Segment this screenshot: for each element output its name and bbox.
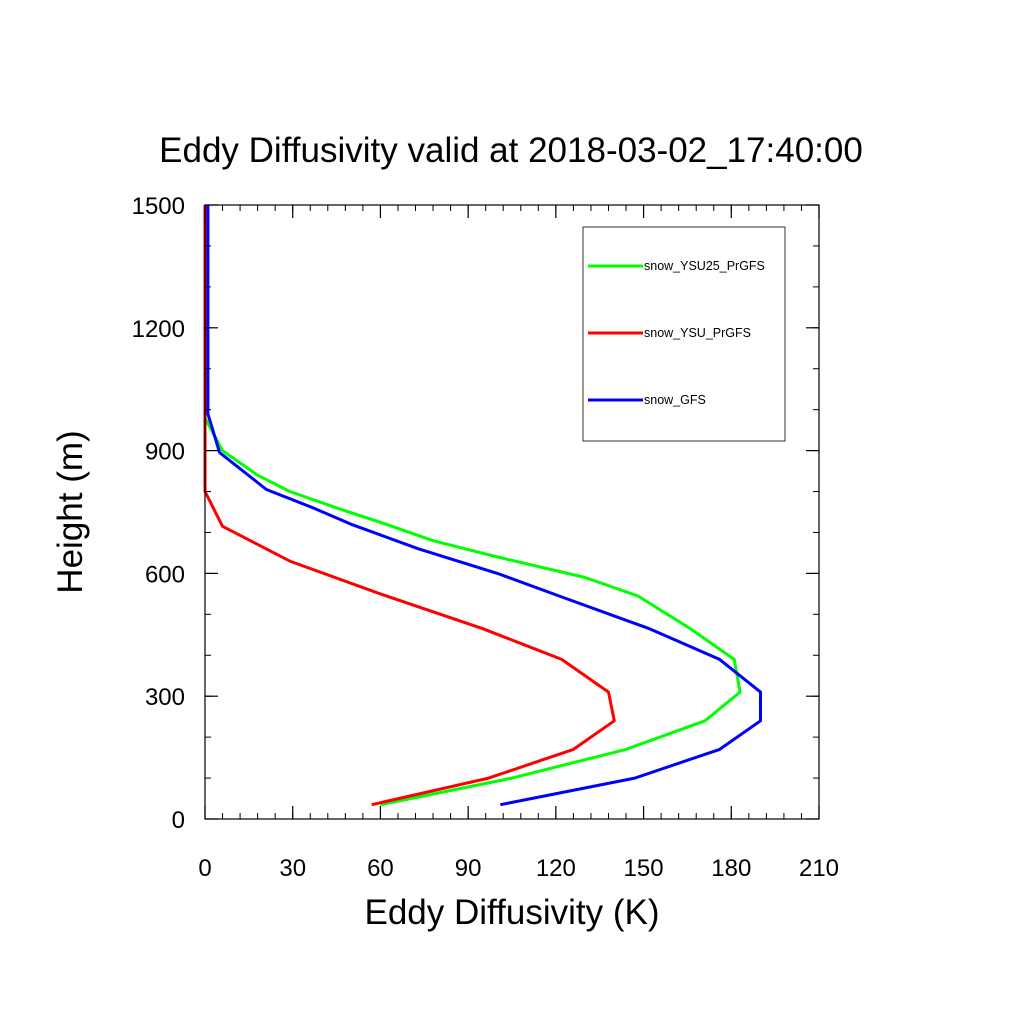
y-tick-label: 1200 — [132, 316, 185, 343]
x-axis-label: Eddy Diffusivity (K) — [365, 893, 660, 932]
x-tick-label: 180 — [711, 855, 751, 882]
legend-entry: snow_GFS — [644, 393, 706, 407]
plot-frame — [204, 204, 820, 820]
y-tick-label: 900 — [145, 439, 185, 466]
x-tick-label: 120 — [536, 855, 576, 882]
x-tick-label: 150 — [624, 855, 664, 882]
x-tick-label: 90 — [455, 855, 482, 882]
legend-entry: snow_YSU25_PrGFS — [644, 259, 765, 273]
legend-box — [582, 226, 786, 442]
legend-entry: snow_YSU_PrGFS — [644, 326, 751, 340]
y-axis-label: Height (m) — [51, 430, 90, 593]
y-tick-label: 1500 — [132, 193, 185, 220]
series-line-snow_YSU_PrGFS — [203, 205, 616, 807]
y-tick-label: 0 — [172, 807, 185, 834]
chart-title: Eddy Diffusivity valid at 2018-03-02_17:… — [159, 131, 863, 170]
x-tick-label: 60 — [367, 855, 394, 882]
x-tick-label: 0 — [198, 855, 211, 882]
series-line-snow_GFS — [206, 205, 762, 807]
y-tick-label: 300 — [145, 684, 185, 711]
y-tick-label: 600 — [145, 561, 185, 588]
x-tick-label: 30 — [279, 855, 306, 882]
x-tick-label: 210 — [799, 855, 839, 882]
